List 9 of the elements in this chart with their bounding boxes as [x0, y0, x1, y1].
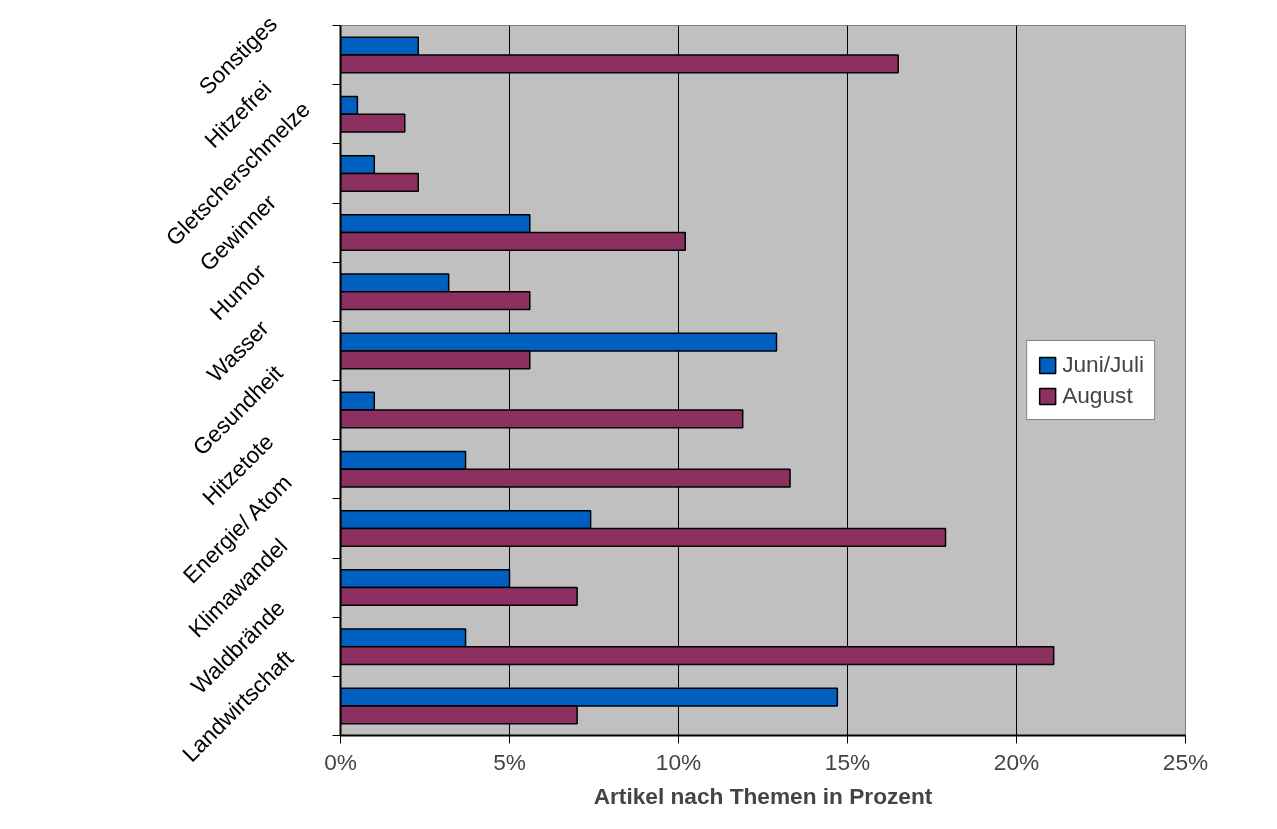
x-tick-label: 25% [1162, 748, 1209, 775]
x-tick-label: 5% [493, 748, 526, 775]
legend-label: August [1062, 382, 1133, 409]
legend-label: Juni/Juli [1062, 351, 1144, 378]
x-tick-label: 10% [655, 748, 702, 775]
x-tick-label: 0% [324, 748, 357, 775]
x-axis-title: Artikel nach Themen in Prozent [593, 782, 933, 809]
x-tick-label: 15% [824, 748, 871, 775]
x-tick-label: 20% [993, 748, 1040, 775]
